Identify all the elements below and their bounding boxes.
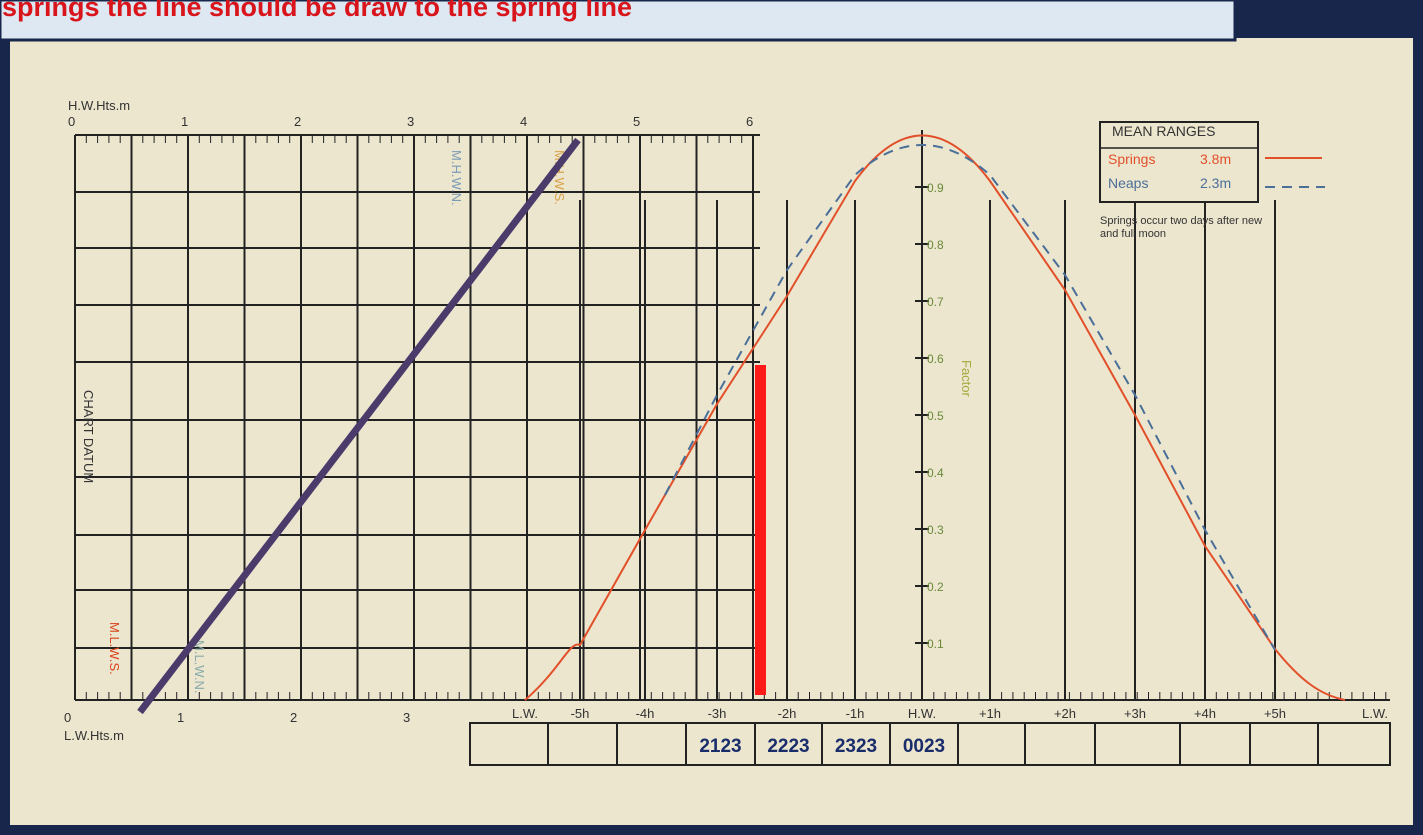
legend-title: MEAN RANGES — [1112, 123, 1215, 139]
factor-title: Factor — [959, 360, 974, 398]
legend-note: Springs occur two days after new and ful… — [1100, 215, 1265, 241]
legend-springs: Springs — [1108, 151, 1155, 167]
factor-label: 0.4 — [927, 466, 944, 480]
top-scale-label: 4 — [520, 114, 527, 129]
time-label: -2h — [778, 706, 797, 721]
time-label: H.W. — [908, 706, 936, 721]
time-label: -1h — [846, 706, 865, 721]
body: springs the line should be draw to the s… — [0, 0, 1423, 835]
time-box-value: 2223 — [767, 736, 809, 757]
factor-label: 0.7 — [927, 295, 944, 309]
time-label: -5h — [571, 706, 590, 721]
time-box-value: 2123 — [699, 736, 741, 757]
mhwn-label: M.H.W.N. — [449, 150, 464, 206]
top-scale-label: 0 — [68, 114, 75, 129]
chart-datum-label: CHART DATUM — [81, 390, 96, 483]
factor-label: 0.1 — [927, 637, 944, 651]
factor-label: 0.6 — [927, 352, 944, 366]
factor-label: 0.5 — [927, 409, 944, 423]
page: {"banner": "springs the line should be d… — [0, 0, 1423, 835]
top-scale-label: 2 — [294, 114, 301, 129]
time-label: +5h — [1264, 706, 1286, 721]
top-scale-label: 3 — [407, 114, 414, 129]
legend-neaps: Neaps — [1108, 175, 1148, 191]
factor-label: 0.8 — [927, 238, 944, 252]
diagram: springs the line should be draw to the s… — [0, 0, 1423, 835]
time-box-value: 0023 — [903, 736, 945, 757]
time-label: +1h — [979, 706, 1001, 721]
top-scale-title: H.W.Hts.m — [68, 98, 130, 113]
time-label: +2h — [1054, 706, 1076, 721]
top-scale-label: 6 — [746, 114, 753, 129]
time-label: -3h — [708, 706, 727, 721]
factor-label: 0.3 — [927, 523, 944, 537]
legend-neaps-range: 2.3m — [1200, 175, 1231, 191]
mlwn-label: M.L.W.N. — [192, 640, 207, 693]
legend-note-box: Springs occur two days after new and ful… — [1100, 215, 1265, 255]
bottom-scale-label: 3 — [403, 710, 410, 725]
bottom-scale-title: L.W.Hts.m — [64, 728, 124, 743]
time-label: L.W. — [1362, 706, 1388, 721]
time-box-value: 2323 — [835, 736, 877, 757]
top-scale-label: 5 — [633, 114, 640, 129]
banner-text: springs the line should be draw to the s… — [2, 0, 632, 22]
bottom-scale-label: 2 — [290, 710, 297, 725]
time-label: -4h — [636, 706, 655, 721]
mlws-label: M.L.W.S. — [107, 622, 122, 675]
legend-springs-range: 3.8m — [1200, 151, 1231, 167]
bottom-scale-label: 1 — [177, 710, 184, 725]
bottom-scale-label: 0 — [64, 710, 71, 725]
time-label: L.W. — [512, 706, 538, 721]
factor-label: 0.9 — [927, 181, 944, 195]
time-label: +4h — [1194, 706, 1216, 721]
red-bar — [755, 365, 766, 695]
time-label: +3h — [1124, 706, 1146, 721]
top-scale-label: 1 — [181, 114, 188, 129]
factor-label: 0.2 — [927, 580, 944, 594]
